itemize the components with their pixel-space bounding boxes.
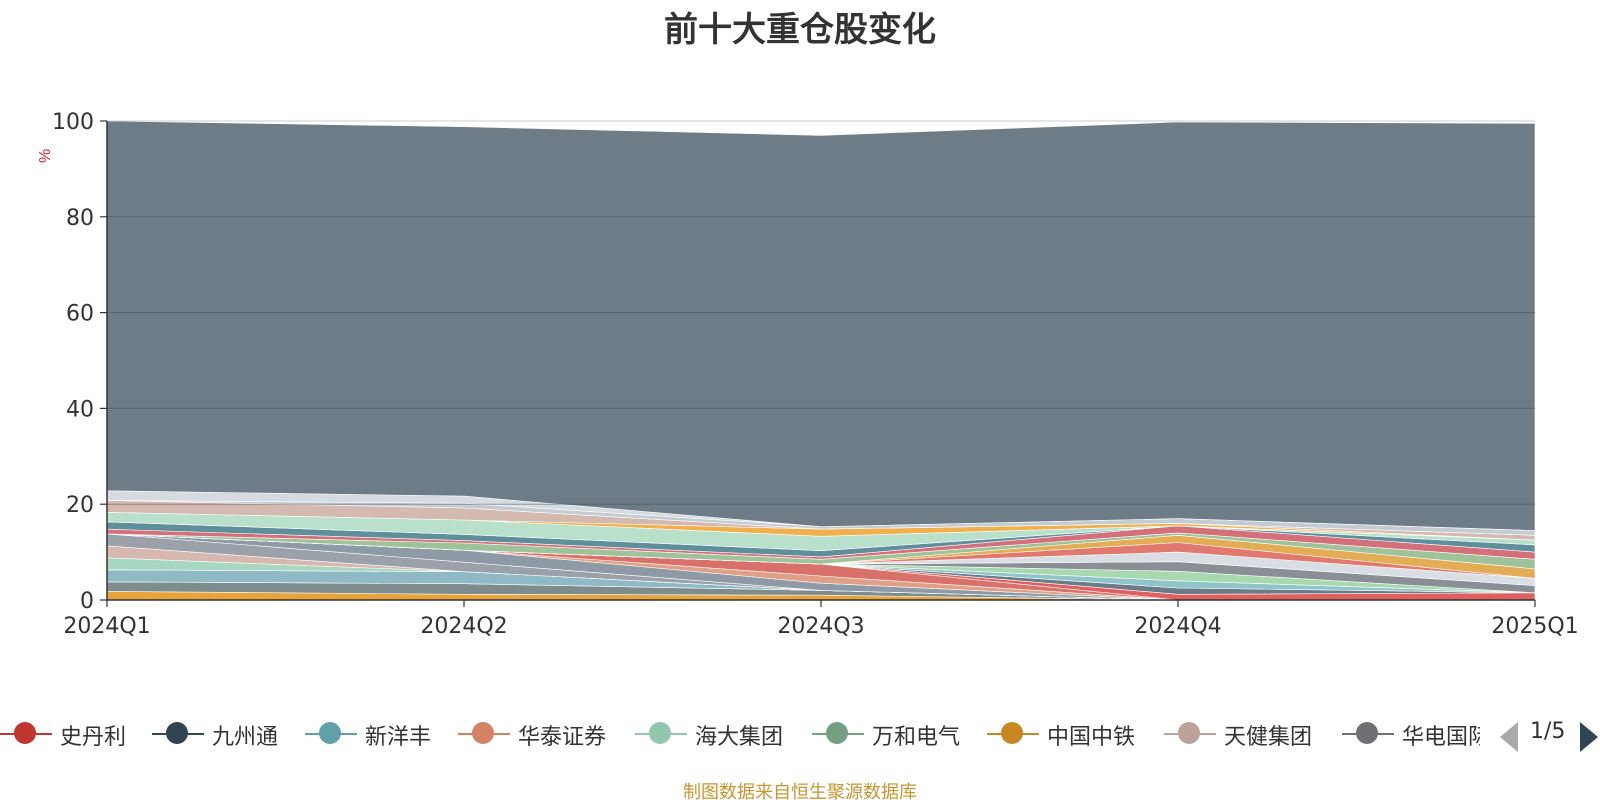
x-tick-label-3: 2024Q4 — [1134, 614, 1221, 639]
legend-items-viewport: 史丹利 九州通 新洋丰 华泰证券 海大集团 万和电气 中国中铁 天健集团 华电国际 — [0, 716, 1480, 750]
legend-item-label: 万和电气 — [872, 725, 961, 750]
legend-symbol-icon — [458, 722, 510, 744]
area-series-group — [106, 120, 1536, 601]
y-tick-label-3: 60 — [66, 302, 94, 327]
legend-symbol-icon — [812, 722, 864, 744]
legend-prev-page-icon[interactable] — [1500, 722, 1518, 752]
x-tick-label-4: 2025Q1 — [1491, 614, 1578, 639]
legend-item-label: 新洋丰 — [365, 725, 432, 750]
legend-symbol-icon — [305, 722, 357, 744]
legend-item-label: 中国中铁 — [1047, 725, 1136, 750]
stacked-area-chart: 0 20 40 60 80 100 2024Q1 2024Q2 2024Q3 2024Q4 2025… — [37, 110, 1579, 639]
legend: 史丹利 九州通 新洋丰 华泰证券 海大集团 万和电气 中国中铁 天健集团 华电国际 1/5 — [0, 716, 1600, 752]
y-tick-label-1: 20 — [66, 493, 94, 518]
legend-page-indicator: 1/5 — [1530, 719, 1566, 744]
legend-item-label: 天健集团 — [1224, 725, 1313, 750]
y-tick-label-5: 100 — [52, 110, 94, 135]
legend-symbol-icon — [1164, 722, 1216, 744]
chart-title: 前十大重仓股变化 — [664, 10, 936, 50]
axes: 0 20 40 60 80 100 2024Q1 2024Q2 2024Q3 2024Q4 2025… — [52, 110, 1579, 639]
y-tick-label-2: 40 — [66, 397, 94, 422]
legend-symbol-icon — [0, 722, 52, 744]
y-axis-unit-label: % — [37, 149, 54, 163]
legend-next-page-icon[interactable] — [1580, 722, 1598, 752]
legend-item-label: 华电国际 — [1402, 725, 1480, 750]
y-tick-label-4: 80 — [66, 206, 94, 231]
legend-item-label: 九州通 — [212, 725, 279, 750]
y-tick-label-0: 0 — [80, 589, 94, 614]
area-series-25 — [106, 120, 1536, 531]
legend-symbol-icon — [1342, 722, 1394, 744]
legend-symbol-icon — [987, 722, 1039, 744]
x-tick-label-2: 2024Q3 — [777, 614, 864, 639]
legend-item-label: 华泰证券 — [518, 725, 607, 750]
legend-symbol-icon — [635, 722, 687, 744]
x-tick-label-1: 2024Q2 — [420, 614, 507, 639]
legend-item-label: 史丹利 — [60, 725, 127, 750]
grid-lines — [107, 120, 1535, 505]
legend-symbol-icon — [152, 722, 204, 744]
source-note: 制图数据来自恒生聚源数据库 — [683, 782, 917, 803]
x-tick-label-0: 2024Q1 — [63, 614, 150, 639]
legend-item-label: 海大集团 — [695, 725, 784, 750]
